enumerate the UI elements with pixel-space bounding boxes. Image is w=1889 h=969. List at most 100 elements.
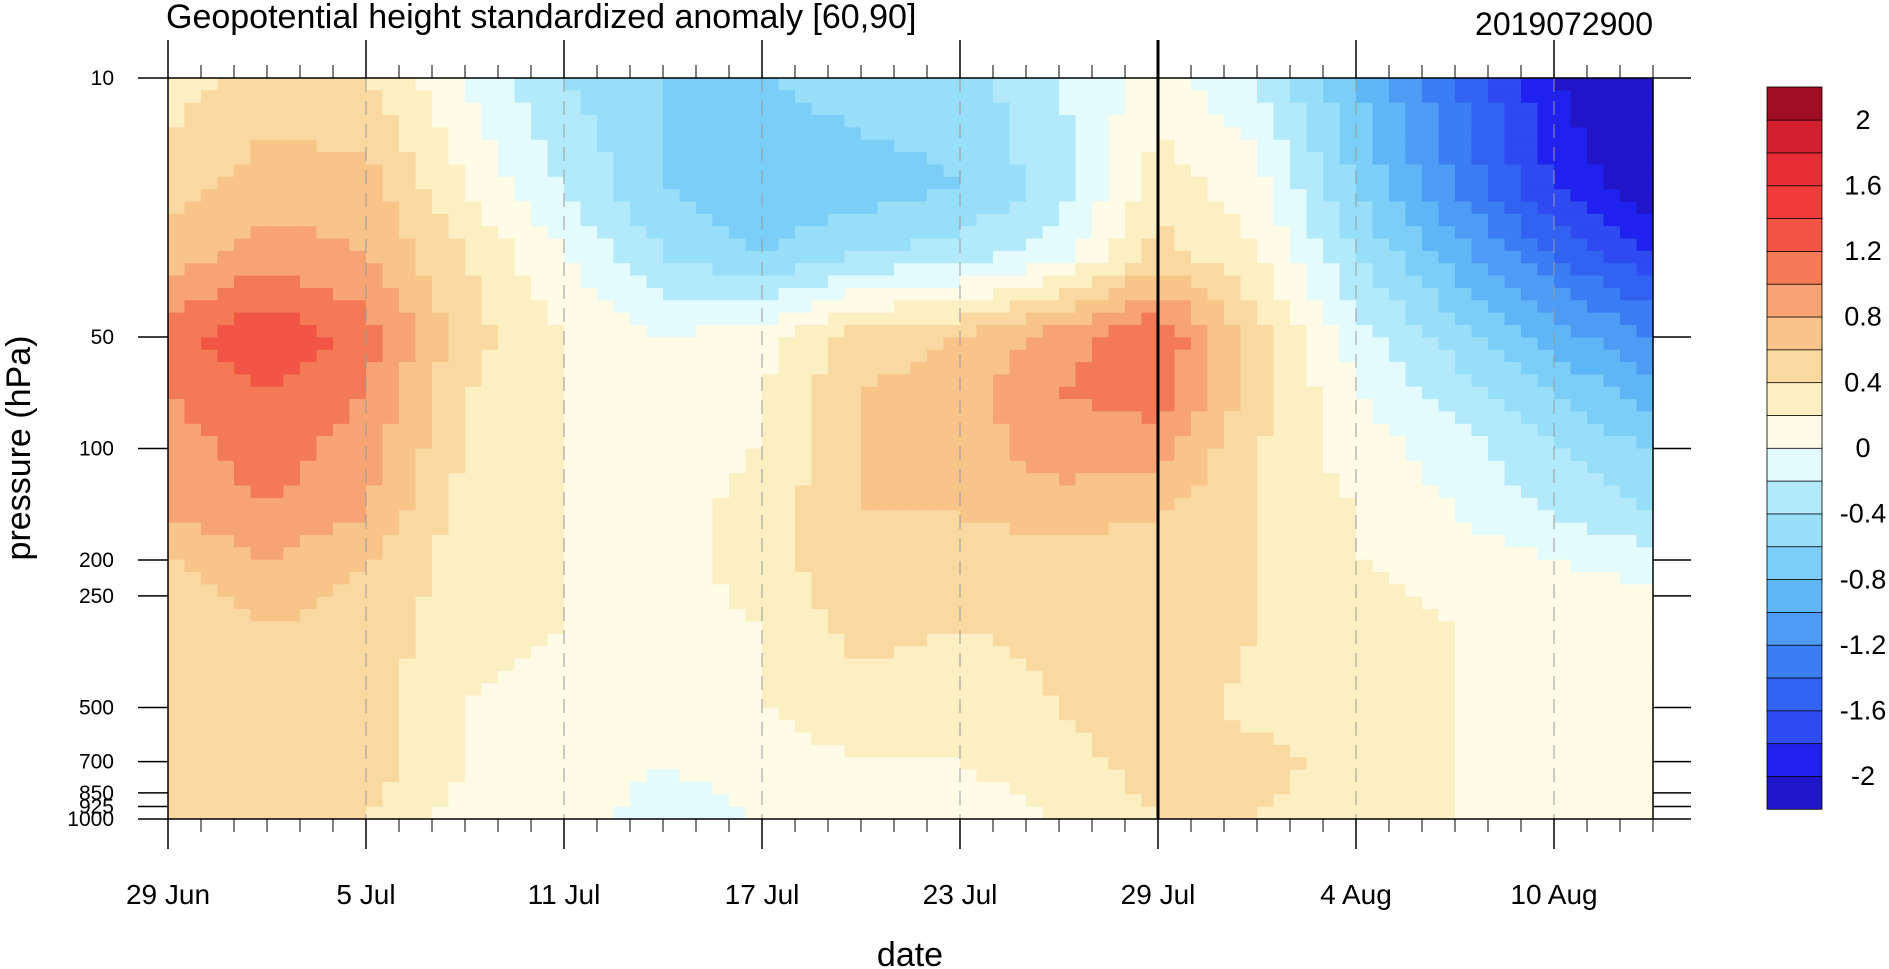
heatmap-cell xyxy=(976,683,994,697)
heatmap-cell xyxy=(679,362,697,375)
heatmap-cell xyxy=(1009,213,1027,227)
heatmap-cell xyxy=(168,312,186,326)
heatmap-cell xyxy=(382,201,400,215)
heatmap-cell xyxy=(481,164,499,178)
heatmap-cell xyxy=(597,547,615,561)
heatmap-cell xyxy=(1207,732,1225,746)
heatmap-cell xyxy=(844,275,862,289)
heatmap-cell xyxy=(1603,78,1621,91)
heatmap-cell xyxy=(811,201,829,215)
heatmap-cell xyxy=(481,127,499,141)
heatmap-cell xyxy=(910,374,928,388)
heatmap-cell xyxy=(1026,102,1044,116)
heatmap-cell xyxy=(366,275,384,289)
heatmap-cell xyxy=(861,300,879,314)
heatmap-cell xyxy=(1273,386,1291,400)
heatmap-cell xyxy=(910,547,928,561)
heatmap-cell xyxy=(217,176,235,190)
heatmap-cell xyxy=(1224,695,1242,709)
heatmap-cell xyxy=(448,707,466,721)
heatmap-cell xyxy=(1422,275,1440,289)
heatmap-cell xyxy=(679,275,697,289)
heatmap-cell xyxy=(910,312,928,326)
heatmap-cell xyxy=(1504,263,1522,277)
heatmap-cell xyxy=(1306,362,1324,375)
heatmap-cell xyxy=(630,312,648,326)
heatmap-cell xyxy=(1042,547,1060,561)
heatmap-cell xyxy=(1570,485,1588,499)
heatmap-cell xyxy=(1339,485,1357,499)
heatmap-cell xyxy=(1422,670,1440,684)
heatmap-cell xyxy=(201,78,219,91)
heatmap-cell xyxy=(1125,485,1143,499)
heatmap-cell xyxy=(1455,596,1473,610)
heatmap-cell xyxy=(1339,621,1357,635)
heatmap-cell xyxy=(1141,164,1159,178)
heatmap-cell xyxy=(1570,510,1588,524)
heatmap-cell xyxy=(1306,411,1324,425)
heatmap-cell xyxy=(1620,448,1638,462)
heatmap-cell xyxy=(382,448,400,462)
heatmap-cell xyxy=(1587,670,1605,684)
heatmap-cell xyxy=(1273,275,1291,289)
heatmap-cell xyxy=(580,386,598,400)
heatmap-cell xyxy=(1257,534,1275,548)
heatmap-cell xyxy=(729,287,747,301)
heatmap-cell xyxy=(234,238,252,252)
heatmap-cell xyxy=(349,102,367,116)
heatmap-cell xyxy=(300,707,318,721)
heatmap-cell xyxy=(1488,386,1506,400)
heatmap-cell xyxy=(1257,646,1275,660)
heatmap-cell xyxy=(316,226,334,240)
heatmap-cell xyxy=(267,374,285,388)
heatmap-cell xyxy=(778,633,796,647)
heatmap-cell xyxy=(1042,436,1060,450)
heatmap-cell xyxy=(432,312,450,326)
heatmap-cell xyxy=(333,633,351,647)
heatmap-cell xyxy=(1405,226,1423,240)
heatmap-cell xyxy=(1224,485,1242,499)
heatmap-cell xyxy=(1092,633,1110,647)
heatmap-cell xyxy=(1125,707,1143,721)
heatmap-cell xyxy=(382,596,400,610)
heatmap-cell xyxy=(1158,337,1176,351)
heatmap-cell xyxy=(613,707,631,721)
heatmap-cell xyxy=(795,152,813,166)
heatmap-cell xyxy=(976,633,994,647)
heatmap-cell xyxy=(1554,670,1572,684)
heatmap-cell xyxy=(201,510,219,524)
heatmap-cell xyxy=(663,534,681,548)
heatmap-cell xyxy=(1207,226,1225,240)
heatmap-cell xyxy=(1125,670,1143,684)
heatmap-cell xyxy=(712,510,730,524)
heatmap-cell xyxy=(399,386,417,400)
heatmap-cell xyxy=(1521,720,1539,734)
heatmap-cell xyxy=(679,473,697,487)
heatmap-cell xyxy=(1504,423,1522,437)
heatmap-cell xyxy=(1009,510,1027,524)
heatmap-cell xyxy=(1372,522,1390,536)
heatmap-cell xyxy=(1405,695,1423,709)
heatmap-cell xyxy=(861,189,879,203)
heatmap-cell xyxy=(531,411,549,425)
heatmap-cell xyxy=(1191,633,1209,647)
heatmap-cell xyxy=(778,448,796,462)
heatmap-cell xyxy=(1587,522,1605,536)
heatmap-cell xyxy=(1356,275,1374,289)
heatmap-cell xyxy=(366,522,384,536)
heatmap-cell xyxy=(1141,213,1159,227)
heatmap-cell xyxy=(1570,670,1588,684)
heatmap-cell xyxy=(1092,473,1110,487)
heatmap-cell xyxy=(976,732,994,746)
heatmap-cell xyxy=(184,485,202,499)
heatmap-cell xyxy=(1141,127,1159,141)
heatmap-cell xyxy=(1273,658,1291,672)
heatmap-cell xyxy=(580,448,598,462)
heatmap-cell xyxy=(547,189,565,203)
heatmap-cell xyxy=(910,707,928,721)
heatmap-cell xyxy=(514,374,532,388)
heatmap-cell xyxy=(234,399,252,413)
heatmap-cell xyxy=(168,127,186,141)
heatmap-cell xyxy=(762,115,780,128)
heatmap-cell xyxy=(1240,325,1258,338)
